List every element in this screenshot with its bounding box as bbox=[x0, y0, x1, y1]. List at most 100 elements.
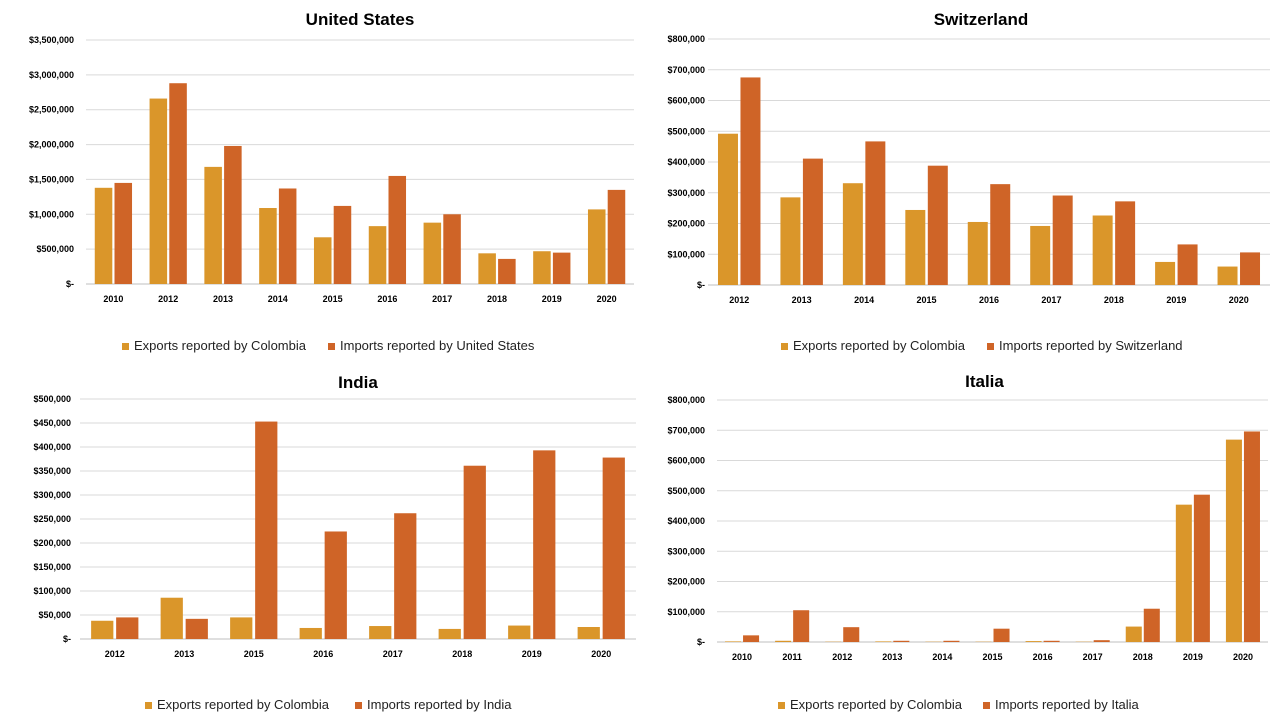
x-tick-label: 2015 bbox=[323, 294, 343, 304]
bar-exports bbox=[1092, 215, 1113, 285]
y-tick-label: $1,000,000 bbox=[29, 209, 74, 219]
x-tick-label: 2020 bbox=[591, 649, 611, 659]
x-tick-label: 2016 bbox=[1033, 652, 1053, 662]
bar-imports bbox=[602, 457, 625, 639]
bar-exports bbox=[1125, 626, 1142, 642]
bar-imports bbox=[1143, 608, 1160, 642]
bar-imports bbox=[865, 141, 886, 285]
x-tick-label: 2012 bbox=[832, 652, 852, 662]
y-tick-label: $500,000 bbox=[33, 394, 71, 404]
y-tick-label: $600,000 bbox=[667, 96, 705, 106]
x-tick-label: 2017 bbox=[1083, 652, 1103, 662]
legend-swatch-exports bbox=[145, 702, 152, 709]
chart-title: Switzerland bbox=[934, 10, 1028, 29]
y-tick-label: $- bbox=[697, 637, 705, 647]
x-tick-label: 2010 bbox=[732, 652, 752, 662]
x-tick-label: 2018 bbox=[452, 649, 472, 659]
y-tick-label: $150,000 bbox=[33, 562, 71, 572]
chart-italia-svg: Italia $- $100,000 $200,000 $300,000 $400,000… bbox=[667, 372, 1268, 712]
x-tick-label: 2012 bbox=[105, 649, 125, 659]
x-tick-label: 2019 bbox=[542, 294, 562, 304]
x-tick-label: 2014 bbox=[854, 295, 874, 305]
x-tick-label: 2020 bbox=[1233, 652, 1253, 662]
legend-label-exports: Exports reported by Colombia bbox=[134, 338, 307, 353]
x-tick-label: 2017 bbox=[1041, 295, 1061, 305]
bar-exports bbox=[369, 626, 392, 639]
bar-exports bbox=[577, 627, 600, 639]
legend-swatch-exports bbox=[122, 343, 129, 350]
x-tick-label: 2015 bbox=[982, 652, 1002, 662]
y-tick-label: $200,000 bbox=[667, 577, 705, 587]
y-tick-label: $450,000 bbox=[33, 418, 71, 428]
y-tick-label: $100,000 bbox=[667, 607, 705, 617]
x-tick-label: 2013 bbox=[213, 294, 233, 304]
bar-imports bbox=[943, 640, 960, 642]
x-tick-label: 2012 bbox=[729, 295, 749, 305]
bar-imports bbox=[463, 465, 486, 639]
bar-exports bbox=[438, 628, 461, 639]
legend-label-imports: Imports reported by Italia bbox=[995, 697, 1140, 712]
bar-exports bbox=[725, 641, 742, 642]
x-tick-label: 2013 bbox=[792, 295, 812, 305]
y-tick-label: $- bbox=[697, 280, 705, 290]
bar-imports bbox=[552, 252, 571, 284]
bar-imports bbox=[993, 628, 1010, 642]
bar-imports bbox=[278, 188, 297, 284]
x-tick-label: 2016 bbox=[979, 295, 999, 305]
x-tick-label: 2014 bbox=[268, 294, 288, 304]
x-tick-label: 2018 bbox=[1104, 295, 1124, 305]
y-tick-label: $300,000 bbox=[667, 546, 705, 556]
legend-swatch-exports bbox=[778, 702, 785, 709]
bar-imports bbox=[443, 214, 461, 284]
bar-exports bbox=[94, 187, 113, 284]
bar-imports bbox=[927, 165, 948, 285]
bar-imports bbox=[1193, 494, 1210, 642]
bar-exports bbox=[204, 166, 222, 284]
bar-exports bbox=[1175, 504, 1192, 642]
bar-imports bbox=[533, 450, 556, 639]
y-tick-label: $400,000 bbox=[667, 516, 705, 526]
chart-india: India $- $50,000 $100,000 $150,000 $200,000 $2… bbox=[0, 362, 640, 720]
bar-imports bbox=[114, 182, 133, 284]
x-tick-label: 2018 bbox=[487, 294, 507, 304]
bar-exports bbox=[1025, 641, 1042, 642]
bar-imports bbox=[607, 189, 626, 284]
chart-united-states: United States $- $500,000 $1,000,000 $1,500,… bbox=[0, 0, 640, 362]
bar-imports bbox=[1043, 640, 1060, 642]
x-tick-label: 2010 bbox=[103, 294, 123, 304]
bar-exports bbox=[91, 620, 114, 639]
bar-imports bbox=[255, 421, 278, 639]
bar-imports bbox=[743, 635, 760, 642]
bar-imports bbox=[116, 617, 139, 639]
legend-swatch-imports bbox=[328, 343, 335, 350]
chart-switzerland-svg: Switzerland $- $100,000 $200,000 $300,000 $40… bbox=[667, 10, 1270, 353]
legend-label-imports: Imports reported by Switzerland bbox=[999, 338, 1183, 353]
bar-exports bbox=[149, 98, 168, 284]
bar-imports bbox=[324, 531, 347, 639]
bar-exports bbox=[1155, 261, 1176, 285]
bar-imports bbox=[802, 158, 823, 285]
bar-exports bbox=[905, 209, 926, 285]
bar-imports bbox=[740, 77, 761, 285]
x-tick-label: 2018 bbox=[1133, 652, 1153, 662]
x-tick-label: 2014 bbox=[932, 652, 952, 662]
y-tick-label: $50,000 bbox=[38, 610, 71, 620]
x-tick-label: 2019 bbox=[1166, 295, 1186, 305]
y-tick-label: $500,000 bbox=[667, 126, 705, 136]
y-tick-label: $500,000 bbox=[36, 244, 74, 254]
chart-switzerland: Switzerland $- $100,000 $200,000 $300,000 $40… bbox=[640, 0, 1280, 362]
x-tick-label: 2015 bbox=[917, 295, 937, 305]
legend-swatch-imports bbox=[983, 702, 990, 709]
bar-imports bbox=[224, 145, 242, 284]
bar-imports bbox=[990, 184, 1011, 285]
bar-imports bbox=[498, 258, 516, 284]
chart-title: Italia bbox=[965, 372, 1004, 391]
bar-imports bbox=[394, 513, 417, 639]
x-tick-label: 2012 bbox=[158, 294, 178, 304]
x-tick-label: 2019 bbox=[522, 649, 542, 659]
y-tick-label: $700,000 bbox=[667, 425, 705, 435]
legend-label-exports: Exports reported by Colombia bbox=[790, 697, 963, 712]
y-tick-label: $250,000 bbox=[33, 514, 71, 524]
x-tick-label: 2013 bbox=[174, 649, 194, 659]
bar-imports bbox=[388, 175, 407, 284]
